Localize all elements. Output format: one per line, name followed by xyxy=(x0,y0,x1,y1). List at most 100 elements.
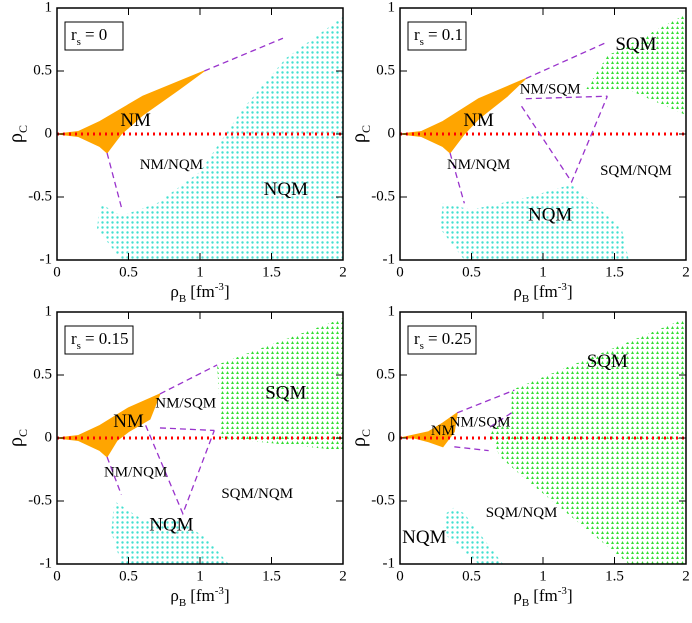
plot-area xyxy=(400,14,686,260)
region-sqm xyxy=(585,14,686,116)
rs-var: r xyxy=(414,329,420,348)
rs-label: rs = 0 xyxy=(71,25,107,48)
region-label: NQM xyxy=(402,527,446,548)
region-sqm xyxy=(488,318,686,564)
y-axis-label: ρC xyxy=(5,125,30,143)
region-nqm xyxy=(111,501,229,564)
y-tick-label: -0.5 xyxy=(371,492,395,508)
x-label-sup: -3 xyxy=(558,585,568,597)
x-tick-label: 0.5 xyxy=(119,264,138,280)
y-label-main: ρ xyxy=(348,133,370,143)
x-label-main: ρ xyxy=(513,586,521,605)
phase-boundary xyxy=(106,152,122,208)
rs-label: rs = 0.15 xyxy=(71,329,129,352)
x-tick-label: 1.5 xyxy=(262,568,281,584)
region-nqm xyxy=(440,184,629,260)
panel: SQM NM/SQM NM NM/NQM SQM/NQM NQM 0 0.5 1 1.5 2 -1 -0… xyxy=(348,0,690,305)
region-nqm xyxy=(97,16,343,260)
rs-value: = 0.15 xyxy=(85,329,129,348)
x-label-end: ] xyxy=(567,586,573,605)
y-tick-label: -1 xyxy=(40,555,53,571)
x-tick-label: 0.5 xyxy=(462,568,481,584)
rs-sub: s xyxy=(420,36,424,48)
region-label: SQM/NQM xyxy=(486,505,558,521)
x-tick-label: 0 xyxy=(53,264,61,280)
phase-boundary xyxy=(159,427,215,432)
panel: NM NM/SQM SQM NM/NQM SQM/NQM NQM 0 0.5 1 1.5 2 -1 -0… xyxy=(5,303,347,608)
phase-boundary xyxy=(204,37,284,72)
region-label: SQM xyxy=(265,382,306,403)
y-label-main: ρ xyxy=(348,437,370,447)
plot-area xyxy=(400,318,686,564)
y-tick-label: 1 xyxy=(388,303,396,319)
phase-boundary xyxy=(525,95,608,100)
phase-boundary xyxy=(488,412,512,429)
x-label-main: ρ xyxy=(170,586,178,605)
x-tick-label: 2 xyxy=(682,568,690,584)
y-label-sub: C xyxy=(16,125,30,133)
x-tick-label: 2 xyxy=(339,568,347,584)
x-tick-label: 2 xyxy=(682,264,690,280)
rs-value: = 0.25 xyxy=(428,329,472,348)
region-nm xyxy=(57,70,205,154)
rs-sub: s xyxy=(420,340,424,352)
y-tick-label: -0.5 xyxy=(28,492,52,508)
region-label: NM/SQM xyxy=(450,414,511,430)
x-label-end: ] xyxy=(224,282,230,301)
x-label-unit: [fm xyxy=(190,282,215,301)
region-label: NQM xyxy=(264,179,308,200)
x-tick-label: 0.5 xyxy=(462,264,481,280)
region-label: NQM xyxy=(149,515,193,536)
y-axis-label: ρC xyxy=(5,429,30,447)
region-label: SQM/NQM xyxy=(600,163,672,179)
x-label-end: ] xyxy=(224,586,230,605)
region-label: SQM/NQM xyxy=(221,486,293,502)
label-box xyxy=(407,325,477,355)
region-label: SQM xyxy=(587,351,628,372)
x-tick-label: 2 xyxy=(339,264,347,280)
y-tick-label: 1 xyxy=(45,0,53,15)
y-tick-label: -1 xyxy=(383,555,396,571)
y-tick-label: 0 xyxy=(388,125,396,141)
x-label-unit: [fm xyxy=(533,282,558,301)
y-axis-label: ρC xyxy=(348,125,373,143)
region-nqm xyxy=(442,507,503,564)
x-tick-label: 0 xyxy=(396,264,404,280)
phase-boundary xyxy=(145,425,215,516)
x-tick-label: 0 xyxy=(396,568,404,584)
y-tick-label: 0.5 xyxy=(33,62,52,78)
x-label-sub: B xyxy=(179,597,186,609)
x-tick-label: 0 xyxy=(53,568,61,584)
region-label: NM xyxy=(463,110,494,131)
y-axis-label: ρC xyxy=(348,429,373,447)
y-tick-label: 0.5 xyxy=(376,62,395,78)
y-label-sub: C xyxy=(359,125,373,133)
x-axis-label: ρB [fm-3] xyxy=(513,585,572,609)
y-label-main: ρ xyxy=(5,437,27,447)
region-label: NM xyxy=(120,110,151,131)
rs-label: rs = 0.25 xyxy=(414,329,472,352)
label-box xyxy=(64,21,124,51)
phase-boundary xyxy=(521,95,608,184)
phase-boundary xyxy=(159,364,218,395)
x-label-sup: -3 xyxy=(558,281,568,293)
x-label-sup: -3 xyxy=(215,585,225,597)
region-label: NM/NQM xyxy=(140,157,203,173)
label-box xyxy=(407,21,467,51)
y-tick-label: 0 xyxy=(45,125,53,141)
y-tick-label: 0 xyxy=(45,429,53,445)
x-tick-label: 1.5 xyxy=(262,264,281,280)
phase-boundary xyxy=(454,446,489,452)
x-tick-label: 1.5 xyxy=(605,264,624,280)
rs-var: r xyxy=(71,329,77,348)
region-label: NM/NQM xyxy=(447,157,510,173)
region-nm xyxy=(57,392,161,458)
y-tick-label: 0 xyxy=(388,429,396,445)
x-tick-label: 1 xyxy=(539,568,547,584)
y-tick-label: 1 xyxy=(388,0,396,15)
x-tick-label: 1 xyxy=(196,264,204,280)
y-tick-label: 0.5 xyxy=(376,366,395,382)
rs-var: r xyxy=(71,25,77,44)
